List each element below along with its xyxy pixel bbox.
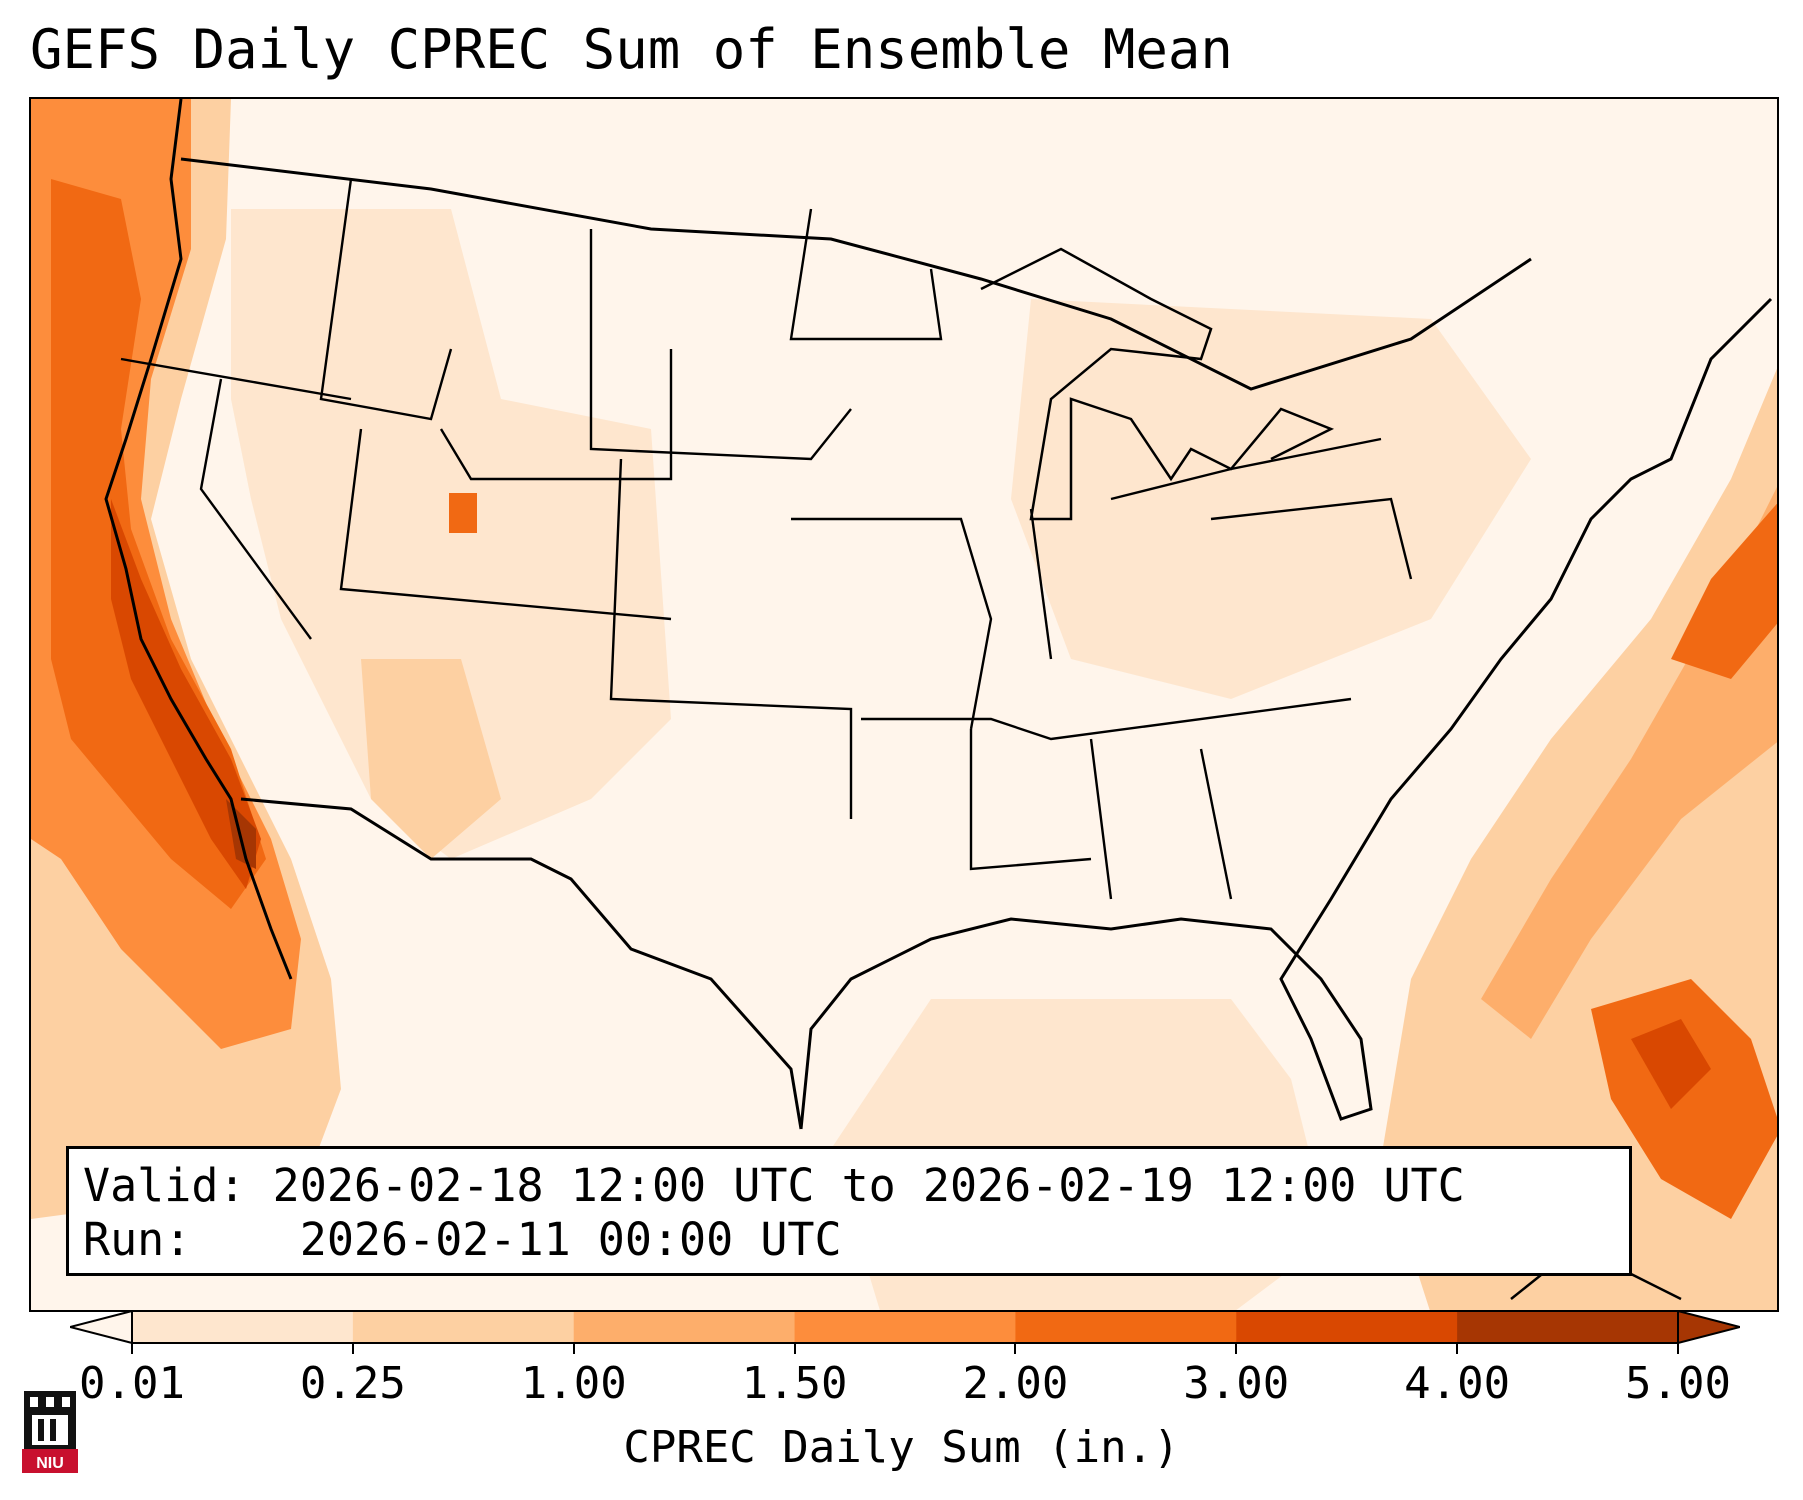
colorbar-tick-mark	[1456, 1344, 1459, 1354]
logo-text: NIU	[36, 1455, 64, 1472]
colorbar-tick-label: 1.00	[520, 1358, 627, 1409]
great-lakes-shading	[1011, 299, 1531, 699]
colorbar-tick-mark	[1235, 1344, 1238, 1354]
colorbar-frame	[131, 1310, 1679, 1344]
colorbar-tick-label: 0.01	[79, 1358, 185, 1409]
map-title: GEFS Daily CPREC Sum of Ensemble Mean	[30, 18, 1233, 81]
niu-logo: NIU	[22, 1391, 78, 1473]
colorbar-segment	[132, 1311, 354, 1343]
colorbar-extend-high	[1677, 1310, 1740, 1344]
colorbar	[70, 1310, 1740, 1344]
pacific-swath-max	[111, 499, 261, 889]
colorbar-tick-label: 1.50	[741, 1358, 848, 1409]
colorbar-tick-mark	[793, 1344, 796, 1354]
colorbar-tick-label: 3.00	[1183, 1358, 1290, 1409]
colorbar-label: CPREC Daily Sum (in.)	[623, 1422, 1180, 1473]
colorbar-tick-label: 0.25	[299, 1358, 406, 1409]
colorbar-tick-mark	[1677, 1344, 1679, 1354]
bahamas-peak	[1631, 1019, 1711, 1109]
us-mexico-border	[240, 797, 803, 1130]
arizona-shading	[361, 659, 501, 859]
colorbar-tick-mark	[351, 1344, 354, 1354]
colorbar-tick-mark	[1014, 1344, 1017, 1354]
valid-value: 2026-02-18 12:00 UTC to 2026-02-19 12:00…	[272, 1159, 1465, 1212]
west-us-shading	[231, 209, 671, 859]
colorbar-tick-mark	[131, 1344, 133, 1354]
atlantic-swath-heavy	[1671, 503, 1777, 679]
canada-border	[180, 157, 1532, 391]
precipitation-map	[31, 99, 1777, 1310]
west-coast	[104, 99, 293, 980]
gulf-coast	[799, 297, 1773, 1130]
colorbar-tick-label: 2.00	[962, 1358, 1069, 1409]
colorbar-segment	[1457, 1311, 1679, 1343]
run-value: 2026-02-11 00:00 UTC	[299, 1213, 842, 1266]
run-label: Run:	[83, 1213, 192, 1266]
colorbar-segment	[573, 1311, 796, 1343]
map-panel	[29, 97, 1779, 1312]
colorbar-tick-label: 4.00	[1404, 1358, 1511, 1409]
colorbar-segment	[794, 1311, 1016, 1343]
colorbar-segment	[1015, 1311, 1237, 1343]
colorbar-tick-label: 5.00	[1625, 1358, 1731, 1409]
logo-banner	[22, 1449, 78, 1473]
colorbar-segment	[1236, 1311, 1458, 1343]
great-lakes	[980, 247, 1335, 521]
colorbar-extend-low	[70, 1310, 133, 1344]
valid-time-box: Valid: 2026-02-18 12:00 UTC to 2026-02-1…	[66, 1146, 1632, 1276]
colorbar-segment	[352, 1311, 575, 1343]
atlantic-swath-medium	[1481, 487, 1777, 1039]
colorbar-tick-mark	[572, 1344, 575, 1354]
state-lines	[120, 178, 1413, 900]
utah-spot	[449, 493, 477, 533]
valid-label: Valid:	[83, 1159, 246, 1212]
